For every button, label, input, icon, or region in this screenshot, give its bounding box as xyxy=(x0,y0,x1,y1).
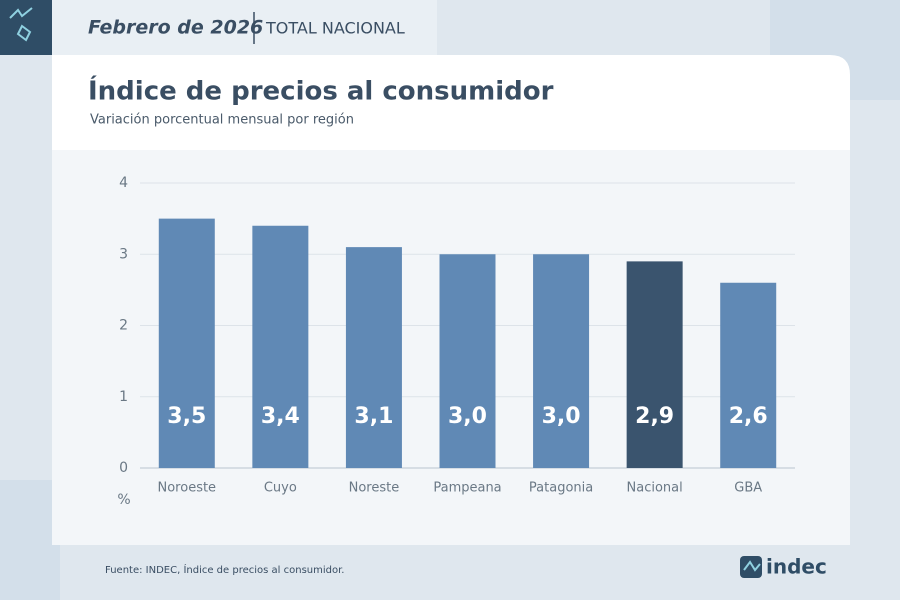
y-tick-label: 3 xyxy=(119,246,128,262)
chart-subtitle: Variación porcentual mensual por región xyxy=(90,113,354,128)
logo-mark xyxy=(743,560,761,572)
x-tick-label: Cuyo xyxy=(264,481,297,496)
value-label: 3,0 xyxy=(448,404,487,429)
icon-tile xyxy=(0,0,52,55)
header-tab xyxy=(52,0,437,55)
y-tick-label: 1 xyxy=(119,389,128,405)
scope: TOTAL NACIONAL xyxy=(265,19,405,38)
value-label: 2,9 xyxy=(635,404,674,429)
y-tick-label: 0 xyxy=(119,460,128,476)
bar xyxy=(439,254,496,468)
x-tick-label: Noroeste xyxy=(158,481,217,496)
y-tick-label: 4 xyxy=(119,175,128,191)
chart-title: Índice de precios al consumidor xyxy=(88,75,554,107)
logo-icon xyxy=(740,556,762,578)
bar xyxy=(626,261,683,468)
x-tick-label: Noreste xyxy=(349,481,400,496)
source: Fuente: INDEC, Índice de precios al cons… xyxy=(105,563,344,576)
value-label: 3,5 xyxy=(167,404,206,429)
icon xyxy=(9,7,33,42)
bar xyxy=(158,218,215,468)
value-label: 3,1 xyxy=(354,404,393,429)
period: Febrero de 2026 xyxy=(88,17,263,39)
bar xyxy=(345,247,402,468)
bar xyxy=(533,254,590,468)
x-tick-label: Patagonia xyxy=(529,481,593,496)
value-label: 2,6 xyxy=(729,404,768,429)
x-tick-label: Nacional xyxy=(627,481,683,496)
x-tick-label: Pampeana xyxy=(433,481,501,496)
y-unit: % xyxy=(117,492,130,508)
bar xyxy=(720,282,777,468)
logo: indec xyxy=(766,555,827,579)
decor xyxy=(0,480,60,600)
y-tick-label: 2 xyxy=(119,318,128,334)
bar xyxy=(252,225,309,468)
x-tick-label: GBA xyxy=(734,481,762,496)
value-label: 3,4 xyxy=(261,404,300,429)
value-label: 3,0 xyxy=(542,404,581,429)
